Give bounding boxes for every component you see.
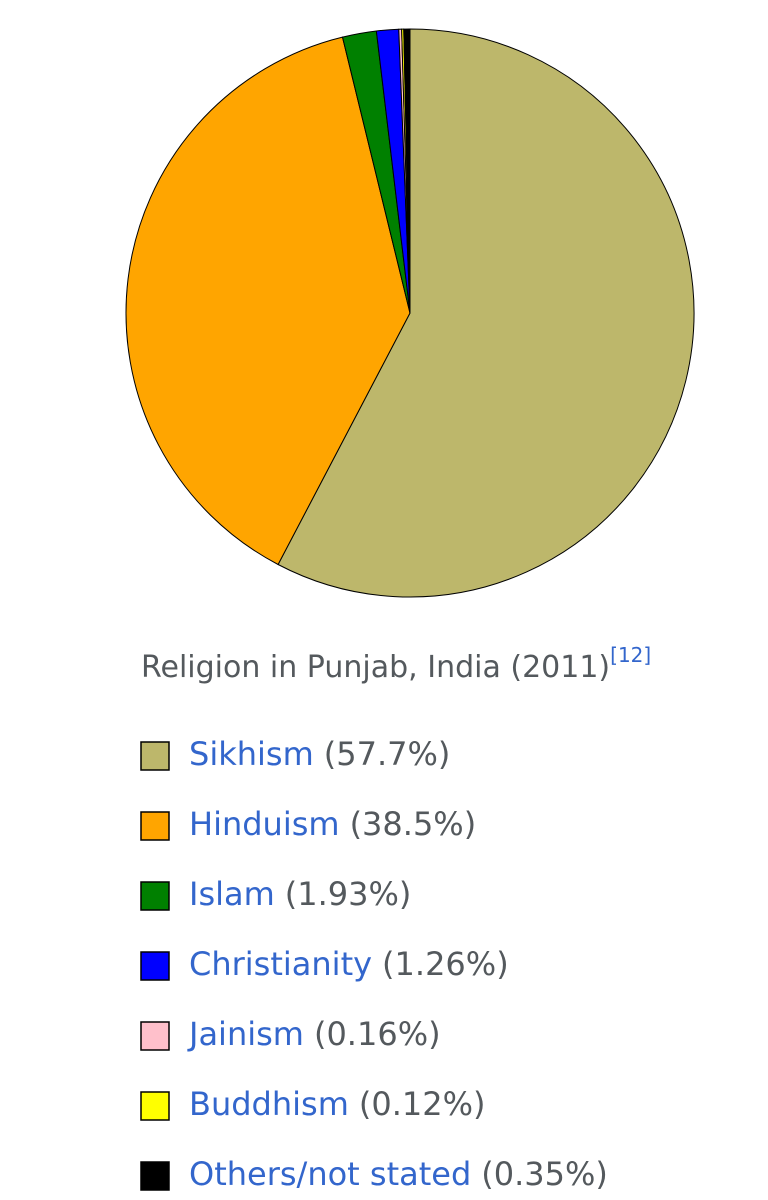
legend-value: (0.16%) (314, 1015, 441, 1053)
legend-value: (0.35%) (481, 1155, 608, 1193)
legend-label[interactable]: Hinduism (189, 805, 340, 843)
legend-entry: Sikhism (57.7%) (189, 735, 450, 773)
legend-entry: Others/not stated (0.35%) (189, 1155, 608, 1193)
legend-entry: Christianity (1.26%) (189, 945, 509, 983)
legend-label[interactable]: Others/not stated (189, 1155, 471, 1193)
legend-swatch (140, 1091, 170, 1121)
title-text: Religion in Punjab, India (2011) (141, 650, 610, 685)
legend-label[interactable]: Jainism (187, 1015, 304, 1053)
legend-value: (57.7%) (324, 735, 451, 773)
legend-value: (38.5%) (350, 805, 477, 843)
title-reference[interactable]: [12] (610, 643, 651, 667)
legend-label[interactable]: Christianity (189, 945, 372, 983)
pie-slice (403, 28, 411, 314)
legend-label[interactable]: Sikhism (189, 735, 314, 773)
legend-swatch (140, 1161, 170, 1191)
legend-label[interactable]: Islam (189, 875, 275, 913)
legend-value: (1.93%) (285, 875, 412, 913)
legend-swatch (140, 811, 170, 841)
legend-swatch (140, 951, 170, 981)
legend-swatch (140, 881, 170, 911)
legend-entry: Hinduism (38.5%) (189, 805, 476, 843)
chart-title: Religion in Punjab, India (2011)[12] (141, 643, 651, 685)
legend-label[interactable]: Buddhism (189, 1085, 349, 1123)
legend-entry: Islam (1.93%) (189, 875, 411, 913)
legend-value: (1.26%) (382, 945, 509, 983)
pie-slice (125, 36, 411, 566)
legend-entry: Buddhism (0.12%) (189, 1085, 486, 1123)
legend-value: (0.12%) (359, 1085, 486, 1123)
legend-swatch (140, 741, 170, 771)
legend-entry: Jainism (0.16%) (187, 1015, 441, 1053)
pie-slice (277, 28, 695, 598)
legend-swatch (140, 1021, 170, 1051)
